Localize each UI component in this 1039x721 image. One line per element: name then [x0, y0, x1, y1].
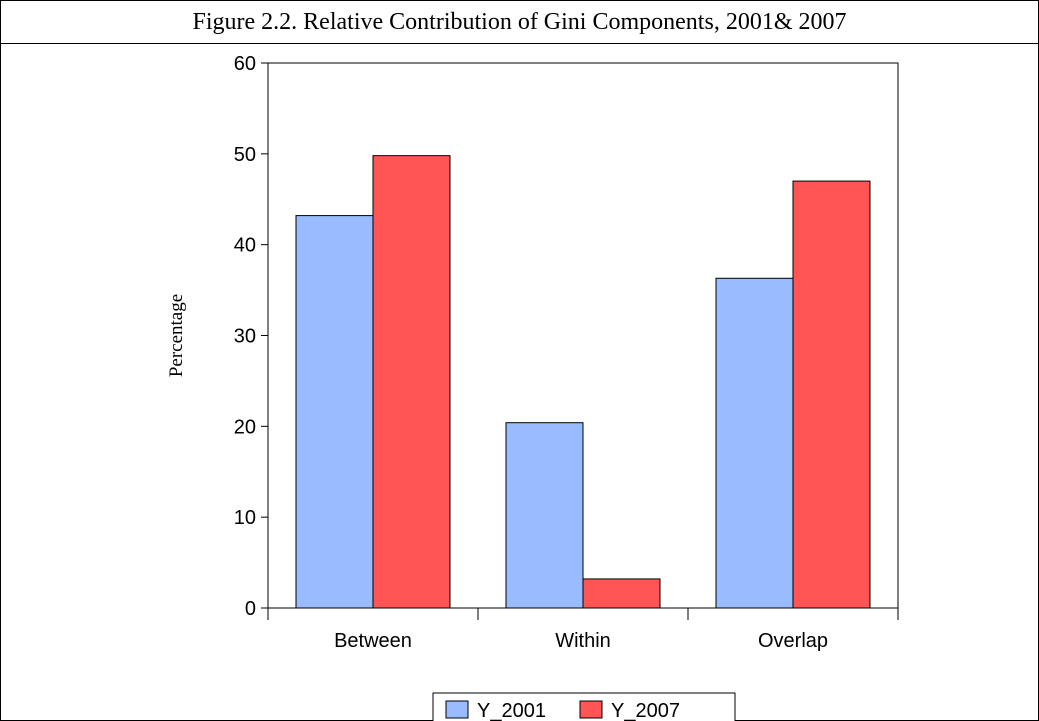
- figure-title: Figure 2.2. Relative Contribution of Gin…: [1, 1, 1038, 44]
- bar-y-2001-between: [295, 215, 374, 609]
- bar-y-2001-within: [505, 422, 584, 609]
- bar-y-2007-within: [582, 578, 661, 609]
- x-category-label: Between: [334, 630, 412, 652]
- legend-swatch: [579, 700, 603, 719]
- y-tick-label: 20: [234, 416, 256, 438]
- y-tick-label: 10: [234, 507, 256, 529]
- bars: [295, 155, 871, 609]
- bar-y-2001-overlap: [715, 277, 794, 609]
- bar-y-2007-overlap: [792, 180, 871, 609]
- bar-y-2007-between: [372, 155, 451, 609]
- y-tick-label: 40: [234, 235, 256, 257]
- y-tick-label: 60: [234, 53, 256, 75]
- legend-label: Y_2001: [477, 700, 546, 721]
- legend-label: Y_2007: [611, 700, 680, 721]
- legend-swatch: [445, 700, 469, 719]
- y-axis-title: Percentage: [166, 294, 187, 377]
- x-category-label: Within: [555, 630, 611, 652]
- y-axis: 0 10 20 30 40 50 60: [234, 53, 268, 620]
- x-category-label: Overlap: [758, 630, 828, 652]
- y-tick-label: 0: [245, 598, 256, 620]
- y-tick-label: 50: [234, 144, 256, 166]
- legend: Y_2001 Y_2007: [432, 692, 736, 721]
- y-tick-label: 30: [234, 326, 256, 348]
- x-axis: Between Within Overlap: [267, 608, 899, 652]
